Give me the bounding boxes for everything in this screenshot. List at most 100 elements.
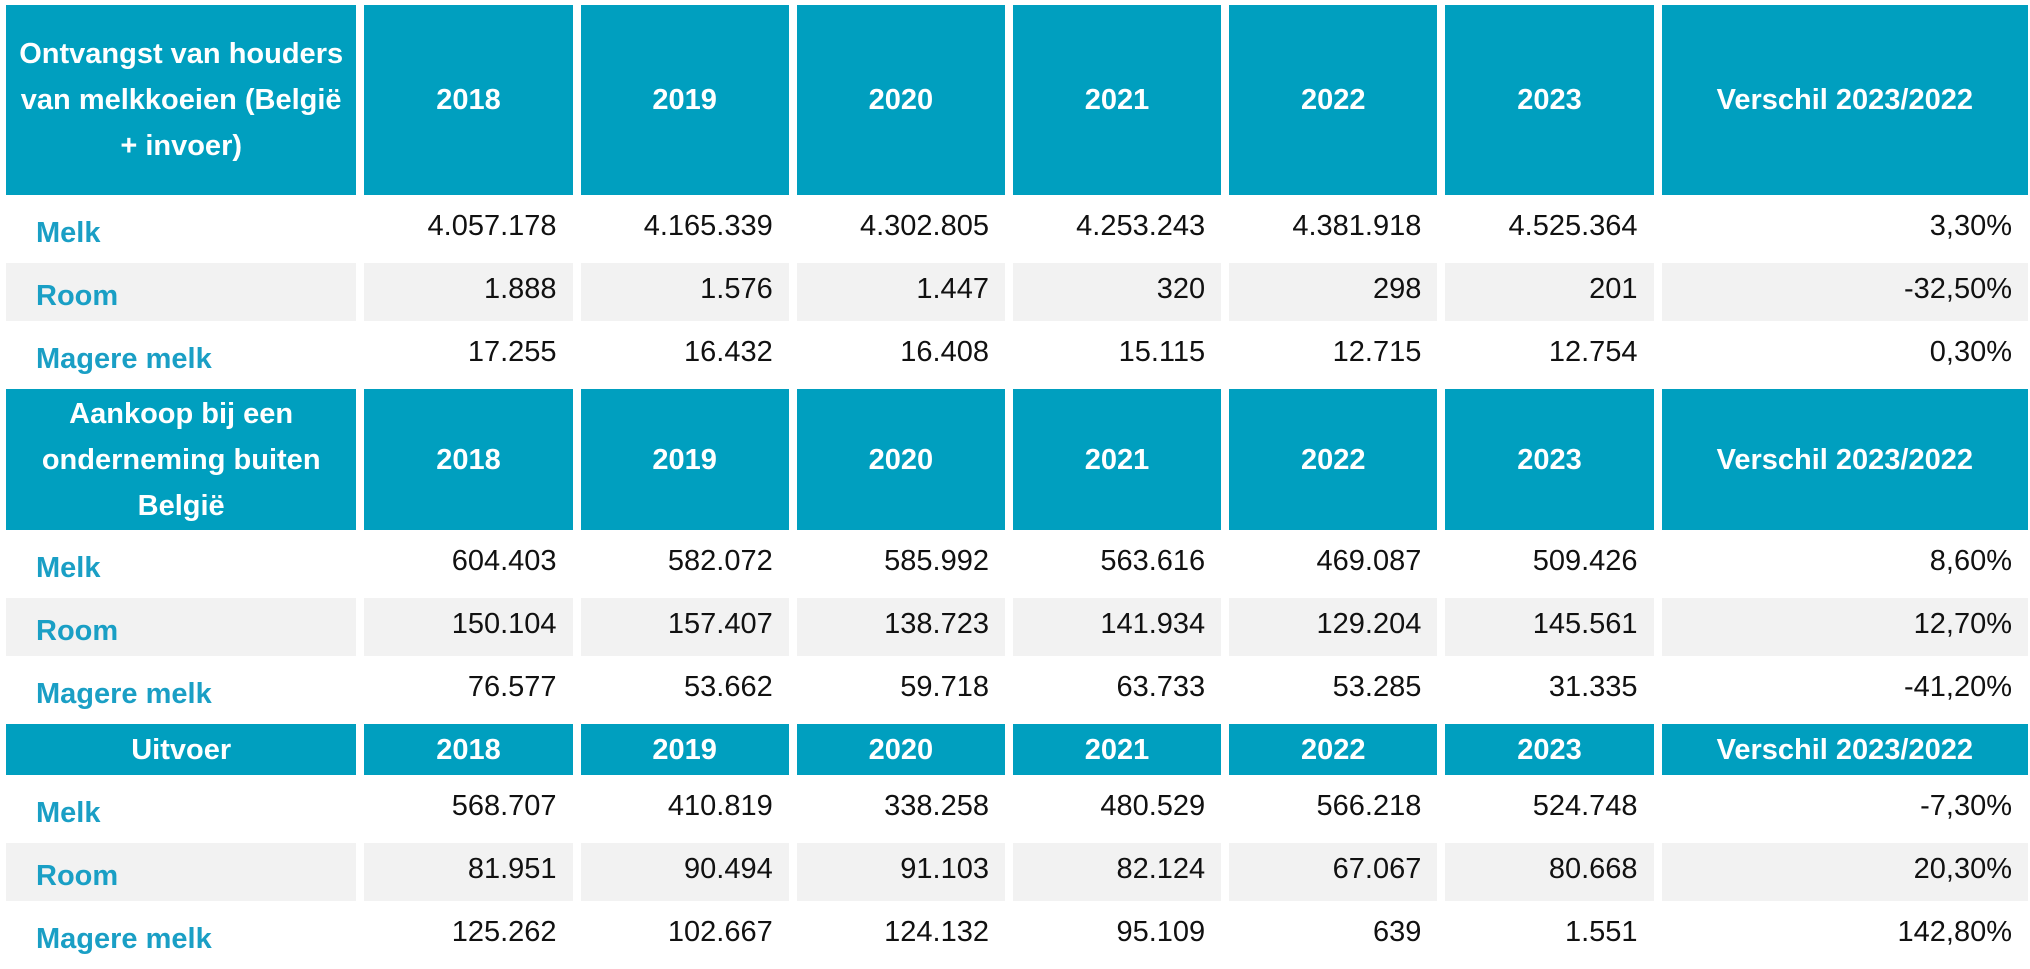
value-cell: 91.103 bbox=[796, 843, 1005, 901]
year-header: 2018 bbox=[364, 724, 573, 775]
table-row: Melk 4.057.178 4.165.339 4.302.805 4.253.243… bbox=[6, 200, 2028, 258]
value-cell: 124.132 bbox=[884, 915, 989, 948]
year-header: 2019 bbox=[580, 724, 789, 775]
value-cell: 1.551 bbox=[1564, 915, 1638, 948]
value-cell: 4.165.339 bbox=[643, 209, 773, 242]
value-cell: 480.529 bbox=[1100, 789, 1206, 822]
table-row: Room 1.888 1.576 1.447 320 298 201 -32,50% bbox=[6, 263, 2028, 321]
year-header: 2018 bbox=[364, 5, 573, 195]
table-row: Melk 604.403 582.072 585.992 563.616 469.087 5… bbox=[6, 535, 2028, 593]
value-cell: 80.668 bbox=[1445, 843, 1654, 901]
value-cell: 509.426 bbox=[1532, 544, 1638, 577]
table-row: Magere melk 125.262 102.667 124.132 95.109 63… bbox=[6, 906, 2028, 964]
value-cell: 568.707 bbox=[451, 789, 557, 822]
table-row: Room 81.951 90.494 91.103 82.124 67.067 80.668… bbox=[6, 843, 2028, 901]
value-cell: 201 bbox=[1445, 263, 1654, 321]
row-label: Melk bbox=[36, 551, 101, 584]
value-cell: 16.408 bbox=[900, 335, 989, 368]
year-header: 2021 bbox=[1012, 389, 1222, 530]
value-cell: 15.115 bbox=[1118, 335, 1206, 368]
value-cell: 524.748 bbox=[1532, 789, 1638, 822]
row-label: Room bbox=[6, 263, 357, 321]
value-cell: 95.109 bbox=[1116, 915, 1206, 948]
section-header-row: Aankoop bij een onderneming buiten Belgi… bbox=[6, 389, 2028, 530]
value-cell: 145.561 bbox=[1445, 598, 1654, 656]
year-header: 2018 bbox=[364, 389, 573, 530]
value-cell: 16.432 bbox=[684, 335, 773, 368]
value-cell: 1.888 bbox=[364, 263, 573, 321]
value-cell: 53.662 bbox=[684, 670, 773, 703]
table-row: Magere melk 76.577 53.662 59.718 63.733 53.28… bbox=[6, 661, 2028, 719]
row-label: Magere melk bbox=[36, 677, 212, 710]
row-label: Magere melk bbox=[36, 922, 212, 955]
value-cell: 566.218 bbox=[1316, 789, 1422, 822]
value-cell: 31.335 bbox=[1548, 670, 1638, 703]
value-cell: 76.577 bbox=[467, 670, 557, 703]
diff-cell: 142,80% bbox=[1897, 915, 2013, 948]
table-row: Magere melk 17.255 16.432 16.408 15.115 12.71… bbox=[6, 326, 2028, 384]
value-cell: 63.733 bbox=[1116, 670, 1206, 703]
value-cell: 4.302.805 bbox=[859, 209, 989, 242]
value-cell: 82.124 bbox=[1012, 843, 1222, 901]
value-cell: 12.754 bbox=[1548, 335, 1638, 368]
row-label: Room bbox=[6, 843, 357, 901]
year-header: 2019 bbox=[580, 5, 789, 195]
year-header: 2022 bbox=[1229, 389, 1438, 530]
value-cell: 53.285 bbox=[1332, 670, 1422, 703]
year-header: 2023 bbox=[1445, 724, 1654, 775]
value-cell: 469.087 bbox=[1316, 544, 1422, 577]
dairy-table-body: Ontvangst van houders van melkkoeien (Be… bbox=[6, 5, 2028, 964]
row-label: Magere melk bbox=[36, 342, 212, 375]
year-header: 2020 bbox=[796, 389, 1005, 530]
value-cell: 585.992 bbox=[884, 544, 989, 577]
row-label: Melk bbox=[36, 216, 101, 249]
section-title: Aankoop bij een onderneming buiten Belgi… bbox=[6, 389, 357, 530]
section-title: Ontvangst van houders van melkkoeien (Be… bbox=[6, 5, 357, 195]
diff-cell: 8,60% bbox=[1929, 544, 2012, 577]
row-label: Room bbox=[6, 598, 357, 656]
value-cell: 67.067 bbox=[1229, 843, 1438, 901]
year-header: 2021 bbox=[1012, 5, 1222, 195]
value-cell: 4.057.178 bbox=[427, 209, 557, 242]
value-cell: 1.576 bbox=[580, 263, 789, 321]
value-cell: 1.447 bbox=[796, 263, 1005, 321]
value-cell: 129.204 bbox=[1229, 598, 1438, 656]
diff-cell: 0,30% bbox=[1929, 335, 2012, 368]
year-header: 2020 bbox=[796, 724, 1005, 775]
diff-cell: -7,30% bbox=[1920, 789, 2012, 822]
diff-cell: 12,70% bbox=[1661, 598, 2028, 656]
diff-cell: 3,30% bbox=[1929, 209, 2012, 242]
value-cell: 12.715 bbox=[1332, 335, 1422, 368]
year-header: 2023 bbox=[1445, 389, 1654, 530]
value-cell: 604.403 bbox=[451, 544, 557, 577]
value-cell: 582.072 bbox=[667, 544, 773, 577]
diff-cell: 20,30% bbox=[1661, 843, 2028, 901]
value-cell: 150.104 bbox=[364, 598, 573, 656]
value-cell: 138.723 bbox=[796, 598, 1005, 656]
section-header-row: Ontvangst van houders van melkkoeien (Be… bbox=[6, 5, 2028, 195]
value-cell: 4.253.243 bbox=[1076, 209, 1206, 242]
diff-cell: -32,50% bbox=[1661, 263, 2028, 321]
value-cell: 59.718 bbox=[900, 670, 989, 703]
value-cell: 639 bbox=[1372, 915, 1422, 948]
year-header: 2022 bbox=[1229, 724, 1438, 775]
diff-header: Verschil 2023/2022 bbox=[1661, 389, 2028, 530]
row-label: Melk bbox=[36, 796, 101, 829]
value-cell: 141.934 bbox=[1012, 598, 1222, 656]
value-cell: 90.494 bbox=[580, 843, 789, 901]
value-cell: 338.258 bbox=[884, 789, 989, 822]
value-cell: 157.407 bbox=[580, 598, 789, 656]
year-header: 2023 bbox=[1445, 5, 1654, 195]
value-cell: 81.951 bbox=[364, 843, 573, 901]
value-cell: 17.255 bbox=[467, 335, 557, 368]
value-cell: 4.381.918 bbox=[1292, 209, 1422, 242]
diff-cell: -41,20% bbox=[1903, 670, 2012, 703]
value-cell: 298 bbox=[1229, 263, 1438, 321]
table-row: Room 150.104 157.407 138.723 141.934 129.204 1… bbox=[6, 598, 2028, 656]
value-cell: 102.667 bbox=[667, 915, 773, 948]
table-row: Melk 568.707 410.819 338.258 480.529 566.218 5… bbox=[6, 780, 2028, 838]
diff-header: Verschil 2023/2022 bbox=[1661, 724, 2028, 775]
section-header-row: Uitvoer 2018 2019 2020 2021 2022 2023 Verschil … bbox=[6, 724, 2028, 775]
value-cell: 410.819 bbox=[667, 789, 773, 822]
